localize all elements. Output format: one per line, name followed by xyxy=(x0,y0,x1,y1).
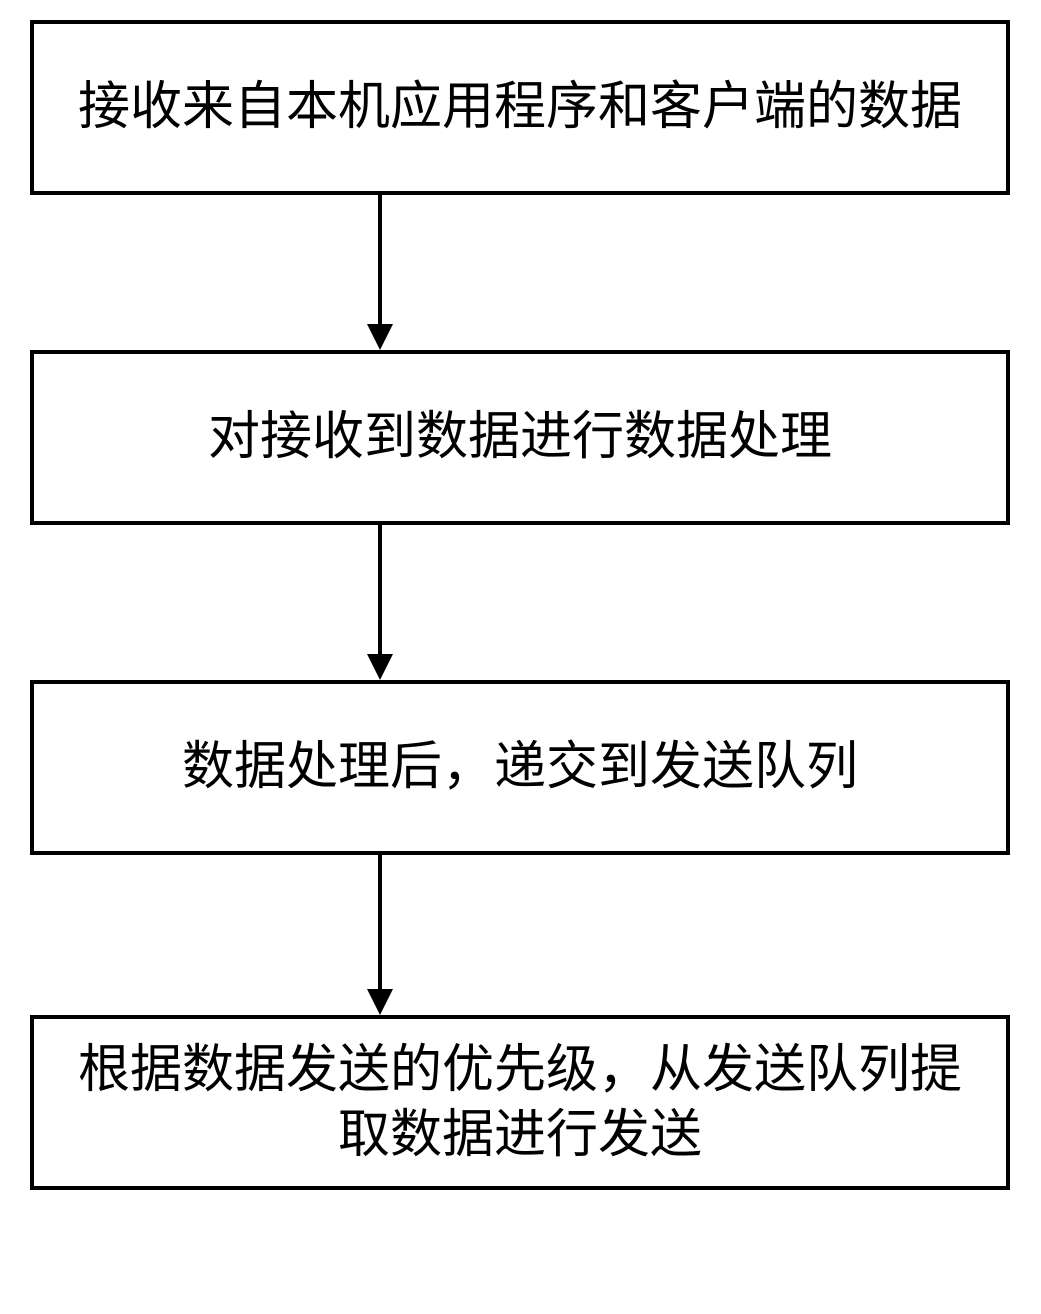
flow-box-step4: 根据数据发送的优先级，从发送队列提取数据进行发送 xyxy=(30,1015,1010,1190)
flow-box-label: 接收来自本机应用程序和客户端的数据 xyxy=(78,75,962,140)
flow-box-step1: 接收来自本机应用程序和客户端的数据 xyxy=(30,20,1010,195)
flow-box-step3: 数据处理后，递交到发送队列 xyxy=(30,680,1010,855)
arrow-line-a3 xyxy=(378,855,382,989)
arrow-head-a3 xyxy=(367,989,393,1015)
flow-box-step2: 对接收到数据进行数据处理 xyxy=(30,350,1010,525)
arrow-head-a1 xyxy=(367,324,393,350)
arrow-line-a2 xyxy=(378,525,382,654)
arrow-line-a1 xyxy=(378,195,382,324)
flowchart-canvas: 接收来自本机应用程序和客户端的数据对接收到数据进行数据处理数据处理后，递交到发送… xyxy=(0,0,1041,1314)
flow-box-label: 数据处理后，递交到发送队列 xyxy=(182,735,858,800)
arrow-head-a2 xyxy=(367,654,393,680)
flow-box-label: 对接收到数据进行数据处理 xyxy=(208,405,832,470)
flow-box-label: 根据数据发送的优先级，从发送队列提取数据进行发送 xyxy=(54,1038,986,1168)
